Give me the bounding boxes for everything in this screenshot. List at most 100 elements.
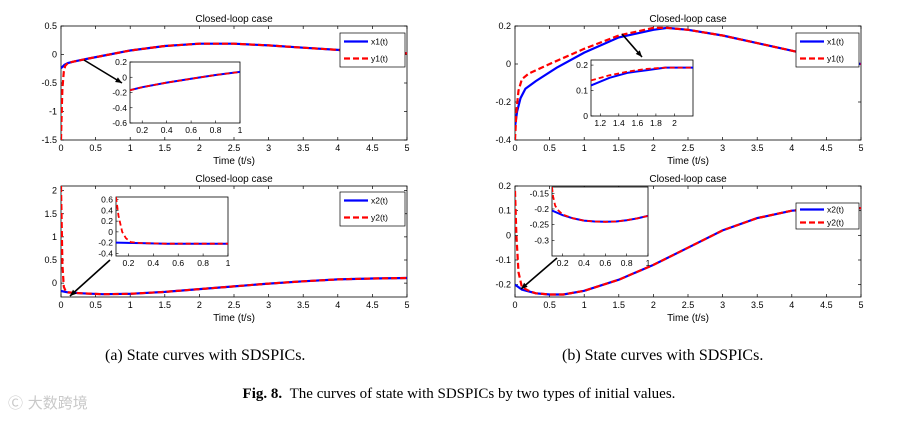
x-tick-label: 0.5 (89, 143, 102, 153)
subcaption-a: (a) State curves with SDSPICs. (105, 347, 306, 364)
legend-label-1: y1(t) (827, 54, 844, 64)
zoom-arrow (520, 257, 558, 290)
inset-y-tick-label: 0.2 (115, 57, 127, 67)
inset-y-tick-label: -0.4 (112, 103, 127, 113)
y-tick-label: 0.1 (498, 206, 511, 216)
inset-x-tick-label: 1.2 (594, 118, 606, 128)
inset-x-tick-label: 0.6 (172, 258, 184, 268)
x-tick-label: 4.5 (820, 143, 833, 153)
x-tick-label: 1.5 (159, 143, 172, 153)
x-tick-label: 1 (128, 143, 133, 153)
inset-frame (129, 61, 241, 124)
x-tick-label: 0 (58, 300, 63, 310)
y-tick-label: -0.5 (41, 78, 57, 88)
x-tick-label: 1 (582, 300, 587, 310)
inset-series-y (591, 66, 693, 82)
series-line-y1t (61, 42, 407, 140)
x-tick-label: 2.5 (682, 143, 695, 153)
x-tick-label: 3 (266, 143, 271, 153)
x-tick-label: 4.5 (820, 300, 833, 310)
x-tick-label: 4 (335, 300, 340, 310)
x-tick-label: 5 (858, 300, 863, 310)
watermark: Ⓒ 大数跨境 (8, 394, 88, 412)
inset-x-tick-label: 1.6 (631, 118, 643, 128)
x-tick-label: 4 (789, 300, 794, 310)
inset-a1: 0.2 0.4 0.6 0.8 1 0.2 0 -0.2 -0.4 -0.6 (112, 57, 242, 135)
inset-x-tick-label: 0.6 (185, 125, 197, 135)
y-tick-label: 2 (52, 186, 57, 196)
y-tick-label: -1 (49, 107, 57, 117)
zoom-arrow (69, 259, 111, 297)
legend-label-0: x1(t) (371, 37, 388, 47)
x-tick-label: 3.5 (751, 300, 764, 310)
inset-y-tick-label: 0.6 (101, 195, 113, 205)
y-tick-label: 0.5 (44, 21, 57, 31)
y-tick-label: -1.5 (41, 135, 57, 145)
x-tick-label: 3.5 (297, 300, 310, 310)
x-tick-label: 2 (197, 143, 202, 153)
x-tick-label: 4.5 (366, 300, 379, 310)
legend-box (339, 32, 406, 68)
inset-series-y (552, 187, 648, 223)
y-tick-label: 0 (52, 50, 57, 60)
chart-a1: Closed-loop case Time (t/s) 0 0.5 1 1.5 2 2.5 3 3… (41, 14, 409, 167)
y-tick-label: 0.2 (498, 21, 511, 31)
inset-x-tick-label: 1.8 (650, 118, 662, 128)
chart-a2: Closed-loop case Time (t/s) 0 0.5 1 1.5 2 2.5 3 3… (44, 174, 409, 324)
series-line-y2t (515, 190, 861, 296)
inset-x-tick-label: 1 (646, 258, 651, 268)
inset-a2: 0.2 0.4 0.6 0.8 10.60.40.20-0.2-0.4 (98, 195, 230, 268)
inset-series-y (116, 197, 228, 245)
inset-x-tick-label: 0.4 (147, 258, 159, 268)
inset-x-tick-label: 0.2 (123, 258, 135, 268)
x-axis-label: Time (t/s) (213, 156, 255, 167)
inset-y-tick-label: 0.4 (101, 205, 113, 215)
series-line-y2t (61, 186, 407, 296)
y-tick-label: 0.2 (498, 181, 511, 191)
x-tick-label: 2.5 (228, 300, 241, 310)
inset-y-tick-label: 0 (583, 111, 588, 121)
inset-series-y (130, 71, 240, 92)
x-tick-label: 1.5 (159, 300, 172, 310)
inset-y-tick-label: 0.2 (576, 60, 588, 70)
x-axis-label: Time (t/s) (667, 313, 709, 324)
legend-label-1: y2(t) (827, 218, 844, 228)
y-tick-label: 0 (52, 278, 57, 288)
chart-b2: Closed-loop case Time (t/s) 0 0.5 1 1.5 2 2.5 3 3… (495, 174, 863, 324)
x-tick-label: 3.5 (751, 143, 764, 153)
inset-x-tick-label: 1.4 (613, 118, 625, 128)
x-tick-label: 4 (789, 143, 794, 153)
x-tick-label: 0.5 (89, 300, 102, 310)
legend-label-0: x2(t) (827, 205, 844, 215)
x-tick-label: 4.5 (366, 143, 379, 153)
inset-frame (115, 196, 229, 257)
x-tick-label: 2.5 (682, 300, 695, 310)
x-tick-label: 5 (404, 143, 409, 153)
inset-x-tick-label: 0.8 (621, 258, 633, 268)
inset-x-tick-label: 0.4 (578, 258, 590, 268)
figure-caption: Fig. 8. The curves of state with SDSPICs… (0, 386, 918, 403)
y-tick-label: 1 (52, 232, 57, 242)
x-tick-label: 3 (720, 300, 725, 310)
x-tick-label: 0.5 (543, 143, 556, 153)
inset-x-tick-label: 1 (226, 258, 231, 268)
figure-caption-label: Fig. 8. (242, 386, 283, 402)
inset-y-tick-label: -0.15 (530, 188, 550, 198)
legend-b2: x2(t) y2(t) (795, 202, 860, 230)
legend-box (795, 202, 860, 230)
x-tick-label: 0 (512, 143, 517, 153)
legend-label-0: x2(t) (371, 196, 388, 206)
zoom-arrow-head (70, 289, 77, 296)
y-tick-label: -0.2 (495, 280, 511, 290)
legend-label-1: y2(t) (371, 213, 388, 223)
y-tick-label: -0.1 (495, 255, 511, 265)
legend-a2: x2(t) y2(t) (339, 191, 406, 227)
inset-y-tick-label: -0.6 (112, 118, 127, 128)
inset-y-tick-label: -0.2 (98, 238, 113, 248)
chart-title: Closed-loop case (195, 14, 273, 25)
inset-x-tick-label: 2 (672, 118, 677, 128)
y-tick-label: -0.4 (495, 135, 511, 145)
y-tick-label: 0 (506, 59, 511, 69)
x-tick-label: 2 (651, 300, 656, 310)
x-tick-label: 4 (335, 143, 340, 153)
